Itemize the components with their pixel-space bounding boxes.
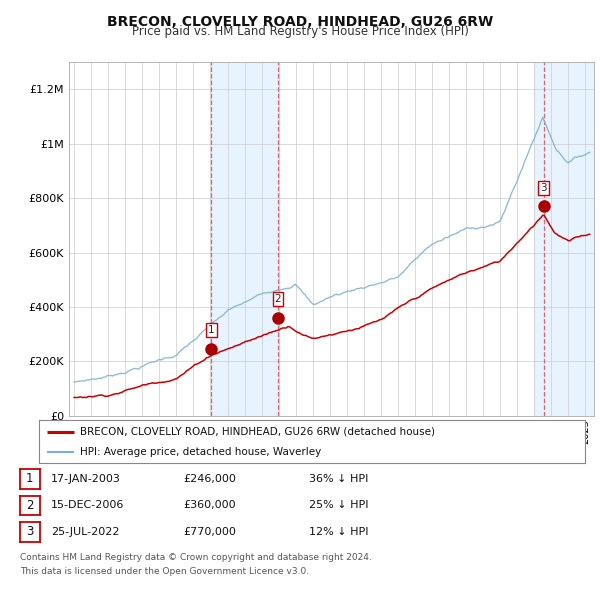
Text: HPI: Average price, detached house, Waverley: HPI: Average price, detached house, Wave… <box>80 447 321 457</box>
Text: 12% ↓ HPI: 12% ↓ HPI <box>309 527 368 537</box>
Text: 15-DEC-2006: 15-DEC-2006 <box>51 500 124 510</box>
Text: £360,000: £360,000 <box>183 500 236 510</box>
Text: 2: 2 <box>275 294 281 304</box>
Bar <box>211 62 278 416</box>
Bar <box>535 62 594 416</box>
Text: £246,000: £246,000 <box>183 474 236 484</box>
Text: 1: 1 <box>26 472 34 486</box>
Text: 36% ↓ HPI: 36% ↓ HPI <box>309 474 368 484</box>
Text: Contains HM Land Registry data © Crown copyright and database right 2024.
This d: Contains HM Land Registry data © Crown c… <box>20 553 371 576</box>
Text: 3: 3 <box>26 525 34 539</box>
Text: BRECON, CLOVELLY ROAD, HINDHEAD, GU26 6RW (detached house): BRECON, CLOVELLY ROAD, HINDHEAD, GU26 6R… <box>80 427 435 437</box>
Text: Price paid vs. HM Land Registry's House Price Index (HPI): Price paid vs. HM Land Registry's House … <box>131 25 469 38</box>
Text: 3: 3 <box>541 183 547 193</box>
Text: 17-JAN-2003: 17-JAN-2003 <box>51 474 121 484</box>
Text: BRECON, CLOVELLY ROAD, HINDHEAD, GU26 6RW: BRECON, CLOVELLY ROAD, HINDHEAD, GU26 6R… <box>107 15 493 29</box>
Text: 25-JUL-2022: 25-JUL-2022 <box>51 527 119 537</box>
Text: 25% ↓ HPI: 25% ↓ HPI <box>309 500 368 510</box>
Text: 1: 1 <box>208 325 214 335</box>
Text: £770,000: £770,000 <box>183 527 236 537</box>
Text: 2: 2 <box>26 499 34 512</box>
